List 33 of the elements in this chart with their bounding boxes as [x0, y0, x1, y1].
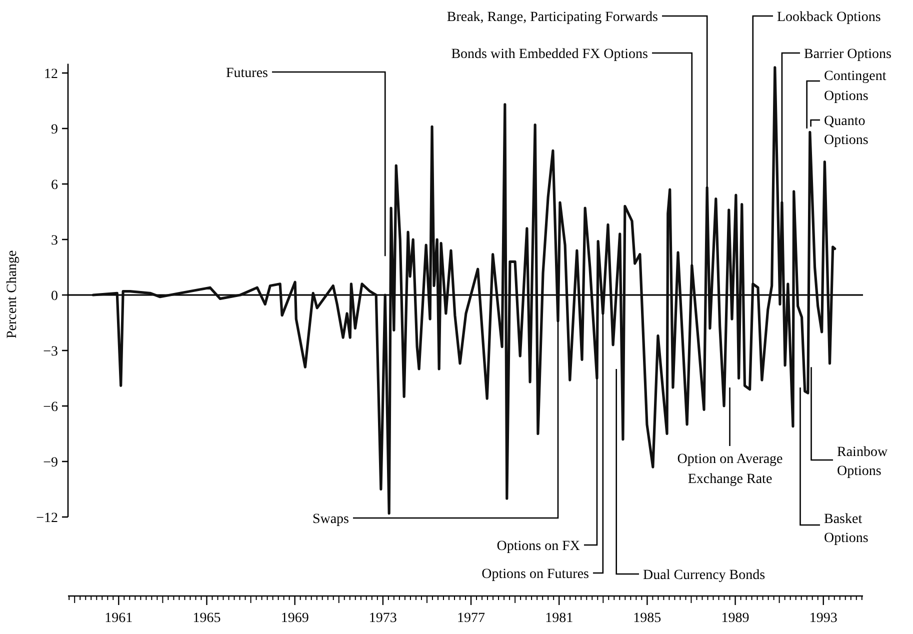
- annotation: Break, Range, Participating Forwards: [446, 10, 658, 25]
- y-axis-title: Percent Change: [5, 250, 20, 338]
- y-tick-label: 3: [51, 233, 58, 248]
- x-tick-label: 1981: [545, 611, 574, 626]
- x-tick-label: 1993: [809, 611, 838, 626]
- x-tick-label: 1989: [721, 611, 750, 626]
- y-tick-label: 9: [51, 122, 58, 138]
- annotation: Options on Futures: [482, 566, 589, 582]
- x-tick-label: 1985: [633, 611, 662, 626]
- annotation: Swaps: [312, 512, 349, 527]
- x-tick-label: 1961: [104, 611, 133, 626]
- y-tick-label: −6: [43, 400, 58, 415]
- x-tick-label: 1969: [280, 611, 309, 626]
- annotation: Rainbow Options: [837, 444, 888, 479]
- x-tick-label: 1973: [368, 611, 397, 626]
- y-tick-label: 6: [51, 178, 58, 193]
- y-tick-label: −12: [36, 510, 58, 526]
- y-tick-label: 0: [51, 288, 58, 304]
- y-tick-label: 12: [44, 66, 58, 82]
- annotation: Basket Options: [824, 512, 868, 546]
- annotation: Bonds with Embedded FX Options: [451, 46, 648, 62]
- annotation: Contingent Options: [824, 68, 886, 104]
- annotation: Futures: [226, 66, 268, 81]
- annotation: Options on FX: [496, 538, 580, 554]
- annotation: Quanto Options: [824, 114, 868, 148]
- x-tick-label: 1977: [457, 611, 486, 626]
- y-tick-label: −3: [43, 344, 58, 360]
- annotation: Dual Currency Bonds: [643, 568, 766, 583]
- y-tick-label: −9: [43, 455, 58, 470]
- annotation: Option on Average Exchange Rate: [677, 452, 783, 487]
- annotation: Lookback Options: [777, 10, 881, 25]
- x-tick-label: 1965: [192, 611, 221, 626]
- annotation: Barrier Options: [804, 46, 892, 62]
